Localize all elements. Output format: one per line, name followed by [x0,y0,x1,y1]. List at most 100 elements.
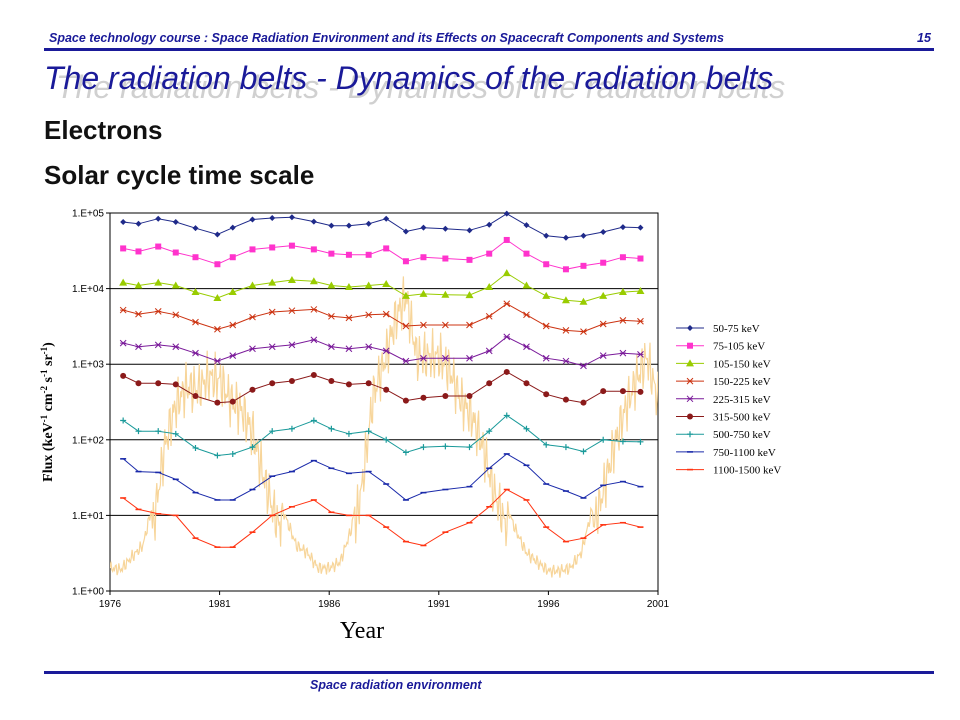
data-point [420,321,427,329]
bullet-electrons: Electrons [44,115,163,145]
data-point [135,343,142,351]
series-line-4 [123,336,641,367]
series-line-0 [123,213,641,239]
data-point [419,289,428,297]
data-point [135,428,142,435]
data-point [154,341,162,349]
data-point [269,380,276,387]
data-point [485,347,493,355]
series-line-3 [123,303,641,333]
data-point [523,250,530,257]
data-point [542,322,550,330]
data-point [442,354,449,362]
data-point [214,452,221,459]
data-point [229,321,237,329]
data-point [288,425,295,432]
data-point [486,428,493,435]
data-point [310,336,318,344]
y-axis-label-part: cm [41,393,56,415]
data-point [310,306,318,313]
series-line-6 [122,414,641,457]
data-point [523,380,530,387]
data-point [486,221,493,228]
data-point [503,236,510,243]
series-line-2 [123,272,641,303]
data-point [214,261,221,268]
data-point [619,224,626,231]
data-point [345,381,352,388]
data-point [345,251,352,258]
legend-marker [686,359,694,367]
y-tick-label: 1.E+03 [72,360,104,371]
series-line-8 [122,488,641,548]
series-line-1 [123,239,641,270]
data-point [562,357,570,365]
data-point [328,222,335,229]
data-point [365,251,372,258]
data-point [382,347,390,355]
data-point [229,450,236,457]
data-point [229,224,236,231]
data-point [636,286,645,294]
data-point [155,243,162,250]
data-point [288,307,296,315]
bullet-solar-cycle: Solar cycle time scale [44,160,315,190]
data-point [562,234,569,241]
data-point [268,343,276,351]
data-point [248,281,257,289]
footer-rule [44,671,934,674]
y-axis-label-part: -1 [39,414,49,422]
data-point [120,219,127,226]
data-point [562,444,569,451]
data-point [523,425,530,432]
data-point [328,377,335,384]
data-point [120,417,127,424]
data-point [268,278,277,286]
data-point [229,398,236,405]
slide-title-text: The radiation belts - Dynamics of the ra… [44,60,774,96]
data-point [442,392,449,399]
data-point [420,354,427,362]
legend-marker [687,325,693,331]
x-tick-label: 1976 [99,599,122,610]
page-number: 15 [917,31,931,45]
data-point [442,225,449,232]
data-point [503,368,510,375]
y-axis-label-part: sr [41,354,56,369]
data-point [171,281,180,289]
data-point [309,277,318,285]
data-point [600,229,607,236]
data-point [503,333,511,341]
data-point [134,281,143,289]
data-point [229,254,236,261]
slide-title-shadow: The radiation belts - Dynamics of the ra… [56,69,786,105]
y-axis-label-part: -2 [39,385,49,393]
data-point [465,291,474,299]
data-point [287,275,296,283]
data-point [420,444,427,451]
data-point [154,278,163,286]
legend-label: 105-150 keV [713,358,771,370]
data-point [402,228,409,235]
data-point [249,386,256,393]
data-point [523,311,530,319]
data-point [503,210,510,217]
data-point [310,218,317,225]
data-point [580,399,587,406]
data-point [268,308,276,316]
y-axis-label-part: Flux (keV [41,422,56,482]
data-point [485,282,494,290]
data-point [344,282,353,290]
data-point [619,349,627,357]
legend-marker [687,431,693,438]
data-point [542,291,551,299]
data-point [364,281,373,289]
data-point [562,396,569,403]
data-point [562,266,569,273]
data-point [328,425,335,432]
x-tick-label: 1981 [208,599,231,610]
data-point [214,231,221,238]
data-point [269,428,276,435]
data-point [383,215,390,222]
